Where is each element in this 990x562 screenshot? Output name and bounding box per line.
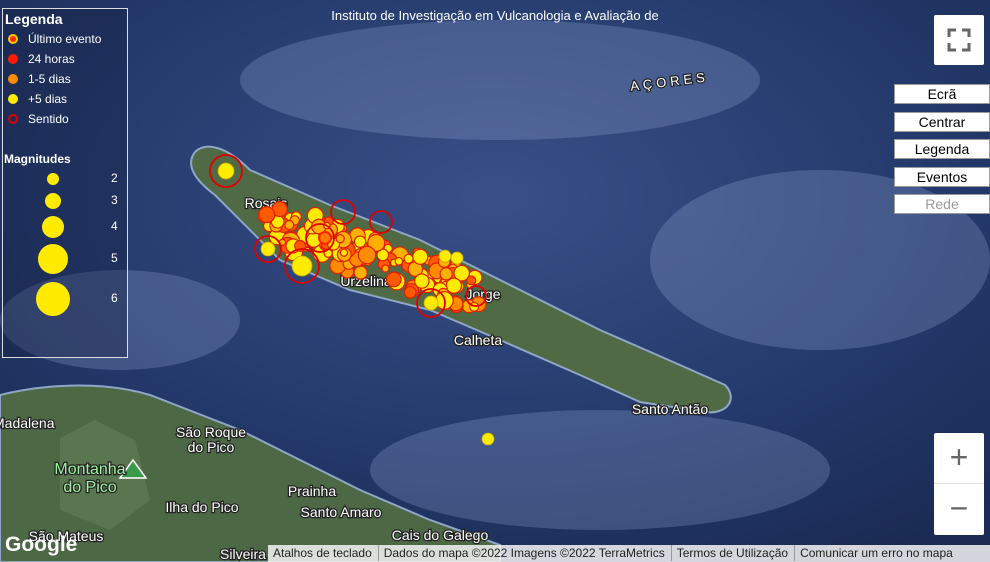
magnitude-circle <box>45 193 61 209</box>
event <box>335 234 345 244</box>
magnitude-circle <box>36 282 70 316</box>
magnitude-circle <box>47 173 59 185</box>
place-label: Prainha <box>288 483 336 499</box>
magnitude-circle <box>42 216 64 238</box>
event <box>217 162 235 180</box>
legend: Legenda Magnitudes Último evento 24 horas… <box>2 8 128 358</box>
legend-item: 24 horas <box>28 52 75 66</box>
zoom-in[interactable]: + <box>934 433 984 484</box>
control-button[interactable]: Eventos <box>894 166 990 187</box>
place-label: Calheta <box>454 332 502 348</box>
legend-title: Legenda <box>5 11 63 27</box>
event <box>357 245 377 265</box>
event-ring <box>330 199 356 225</box>
event-ring <box>209 154 243 188</box>
event <box>412 248 429 265</box>
event-ring <box>284 248 320 284</box>
place-label: Santo Amaro <box>301 504 382 520</box>
magnitudes-title: Magnitudes <box>4 152 71 166</box>
event-ring <box>254 235 282 263</box>
mountain-icon <box>118 458 148 479</box>
event <box>403 285 417 299</box>
legend-item: Último evento <box>28 32 102 46</box>
footer-link[interactable]: Termos de Utilização <box>672 545 796 561</box>
event <box>260 241 276 257</box>
last-event <box>318 231 332 245</box>
google-logo: Google <box>5 533 78 556</box>
magnitude-label: 5 <box>111 251 118 265</box>
legend-swatch <box>8 114 18 124</box>
event <box>466 275 477 286</box>
place-label: Silveira <box>220 546 266 562</box>
event-ring <box>416 288 446 318</box>
event <box>453 264 470 282</box>
magnitude-label: 2 <box>111 171 118 185</box>
pico-mountain <box>60 420 150 530</box>
footer: Atalhos de teclado Dados do mapa ©2022 Im… <box>268 545 990 562</box>
magnitude-label: 4 <box>111 219 118 233</box>
legend-swatch <box>8 74 18 84</box>
event <box>367 233 386 253</box>
place-label: Madalena <box>0 415 55 431</box>
header-title: Instituto de Investigação em Vulcanologi… <box>331 8 659 23</box>
event-ring <box>465 285 487 307</box>
zoom-out[interactable]: − <box>949 490 969 526</box>
event <box>439 267 453 281</box>
events <box>209 154 495 446</box>
event <box>339 248 349 257</box>
place-label: Santo Antão <box>632 401 709 417</box>
control-button[interactable]: Rede <box>894 194 990 214</box>
legend-swatch <box>8 34 18 44</box>
legend-swatch <box>8 54 18 64</box>
magnitude-circle <box>38 244 68 274</box>
place-label: Ilha do Pico <box>165 499 238 515</box>
event <box>403 253 414 264</box>
event <box>438 249 452 263</box>
event <box>258 206 276 224</box>
fullscreen-button[interactable] <box>934 15 984 65</box>
control-button[interactable]: Legenda <box>894 139 990 159</box>
event <box>353 265 368 280</box>
footer-link[interactable]: Atalhos de teclado <box>268 545 379 561</box>
event <box>381 264 390 273</box>
place-label: São Mateus <box>29 528 104 544</box>
event <box>394 256 404 266</box>
event <box>284 219 295 231</box>
control-button[interactable]: Centrar <box>894 111 990 132</box>
event-ring <box>369 210 393 234</box>
event <box>481 432 495 446</box>
place-label: São Roque <box>176 424 246 440</box>
control-button[interactable]: Ecrã <box>894 84 990 104</box>
event <box>291 255 313 277</box>
place-label: Cais do Galego <box>392 527 489 543</box>
place-label: do Pico <box>188 439 235 455</box>
legend-item: +5 dias <box>28 92 68 106</box>
fullscreen-icon <box>947 28 971 52</box>
event <box>450 251 464 265</box>
place-label: Montanha <box>54 461 125 478</box>
footer-link[interactable]: Dados do mapa ©2022 Imagens ©2022 TerraM… <box>379 545 672 561</box>
zoom-control: + − <box>934 433 984 535</box>
event <box>353 235 367 249</box>
magnitude-label: 6 <box>111 291 118 305</box>
legend-item: Sentido <box>28 112 69 126</box>
legend-item: 1-5 dias <box>28 72 71 86</box>
event <box>385 271 402 288</box>
magnitude-label: 3 <box>111 193 118 207</box>
footer-link[interactable]: Comunicar um erro no mapa <box>800 546 953 560</box>
event-ring <box>305 223 335 253</box>
legend-swatch <box>8 94 18 104</box>
event <box>423 295 439 311</box>
place-label: do Pico <box>63 479 116 496</box>
place-label: Urzelina <box>340 273 392 289</box>
event <box>414 273 430 289</box>
